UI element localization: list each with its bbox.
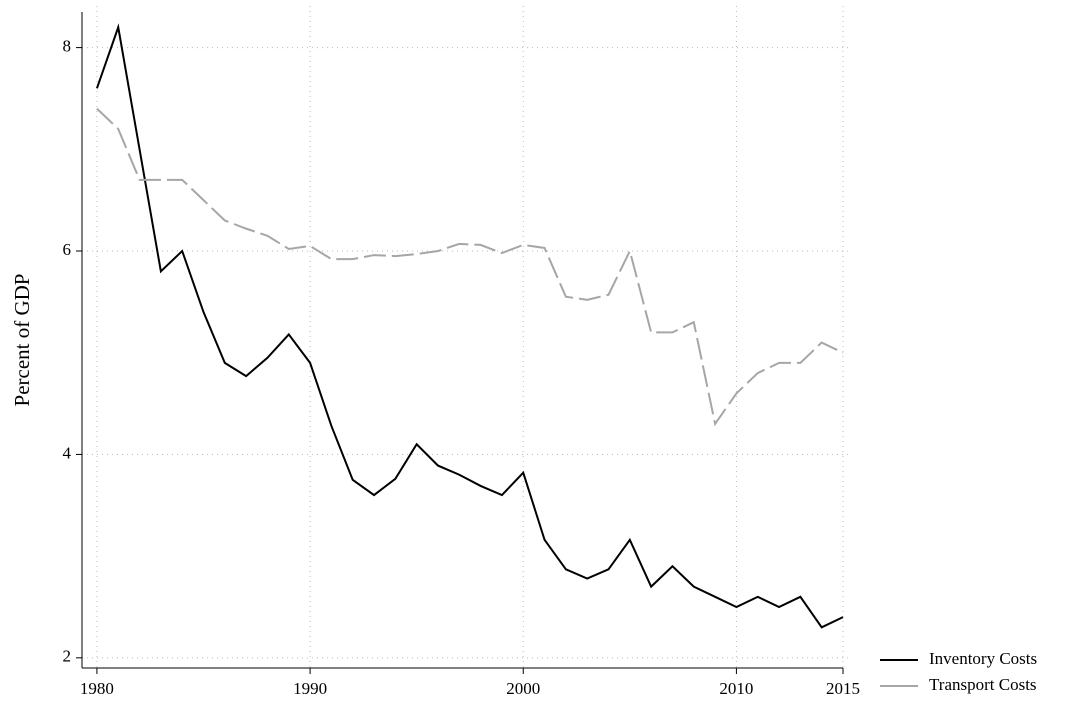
legend-label: Transport Costs <box>929 675 1037 694</box>
x-tick-label: 2010 <box>719 679 753 698</box>
x-tick-label: 2015 <box>826 679 860 698</box>
x-tick-label: 2000 <box>506 679 540 698</box>
y-axis-label: Percent of GDP <box>10 274 34 407</box>
y-tick-label: 8 <box>63 37 72 56</box>
line-series <box>96 107 844 427</box>
x-tick-label: 1980 <box>80 679 114 698</box>
y-tick-label: 2 <box>63 647 72 666</box>
x-tick-label: 1990 <box>293 679 327 698</box>
legend-label: Inventory Costs <box>929 649 1037 668</box>
y-tick-label: 4 <box>63 443 72 462</box>
line-series <box>95 23 844 629</box>
y-tick-label: 6 <box>63 240 72 259</box>
